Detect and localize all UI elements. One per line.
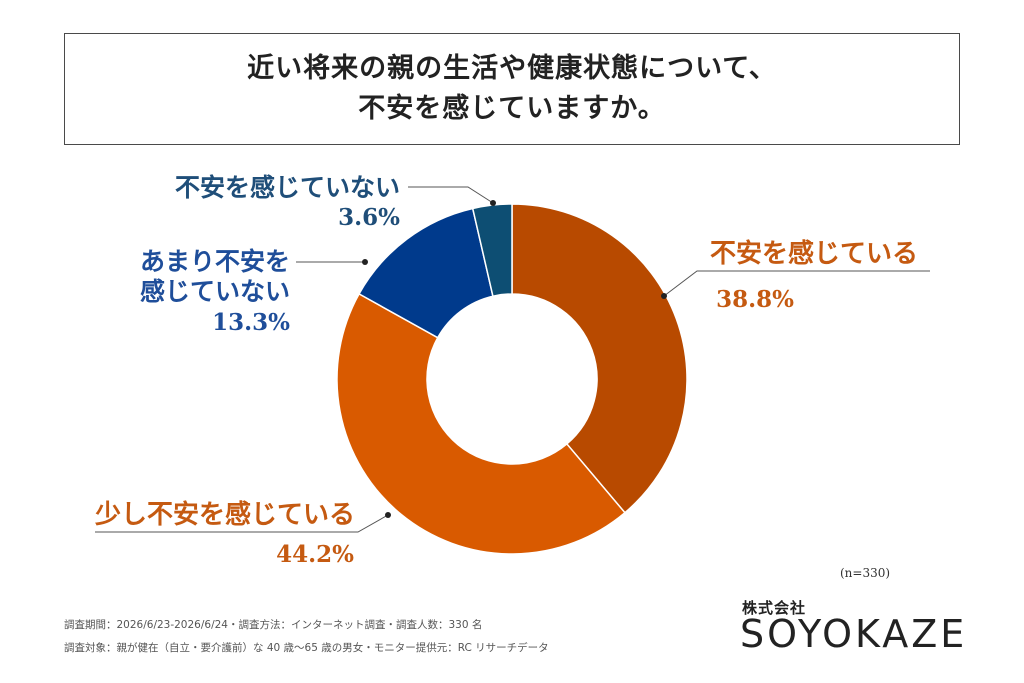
leader-line-0 xyxy=(663,270,930,297)
leader-dot-1 xyxy=(385,512,391,518)
leader-line-1 xyxy=(95,514,389,533)
value-label-2: 13.3% xyxy=(212,309,290,336)
value-label-1: 44.2% xyxy=(276,541,354,568)
title-line-1: 近い将来の親の生活や健康状態について、 xyxy=(247,53,777,84)
donut-slice-1 xyxy=(336,292,626,555)
donut-slice-0 xyxy=(511,203,688,514)
footnote-target: 調査対象：親が健在（自立・要介護前）な 40 歳〜65 歳の男女・モニター提供元… xyxy=(64,642,549,654)
value-label-0: 38.8% xyxy=(716,286,794,313)
leader-dot-2 xyxy=(362,259,368,265)
category-label-1: 少し不安を感じている xyxy=(94,500,355,530)
category-label-3: 不安を感じていない xyxy=(175,173,400,202)
donut-slice-3 xyxy=(471,203,513,298)
category-label-2: あまり不安を xyxy=(140,247,290,276)
sample-size-label: (n=330) xyxy=(840,566,891,580)
title-line-2: 不安を感じていますか。 xyxy=(358,93,666,124)
logo-company-type: 株式会社 xyxy=(742,599,807,617)
title-box: 近い将来の親の生活や健康状態について、 不安を感じていますか。 xyxy=(64,33,960,145)
leader-dot-0 xyxy=(661,293,667,299)
logo-name: SOYOKAZE xyxy=(740,612,968,656)
value-label-3: 3.6% xyxy=(338,204,400,231)
footnote-period: 調査期間：2026/6/23-2026/6/24・調査方法：インターネット調査・… xyxy=(64,619,483,631)
leader-line-3 xyxy=(408,186,494,204)
leader-dot-3 xyxy=(490,200,496,206)
category-label-0: 不安を感じている xyxy=(710,239,918,269)
category-label-2: 感じていない xyxy=(140,277,290,306)
